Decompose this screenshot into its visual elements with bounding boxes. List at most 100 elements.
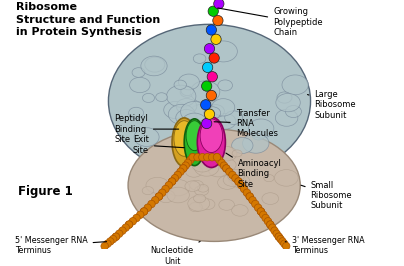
Circle shape: [232, 174, 239, 182]
Text: Peptidyl
Binding
Site: Peptidyl Binding Site: [114, 114, 179, 144]
Ellipse shape: [207, 105, 224, 118]
Circle shape: [246, 193, 253, 200]
Ellipse shape: [200, 199, 215, 210]
Circle shape: [211, 34, 221, 44]
Ellipse shape: [208, 164, 227, 177]
Circle shape: [112, 233, 120, 240]
Ellipse shape: [276, 109, 298, 126]
Ellipse shape: [142, 186, 154, 195]
Ellipse shape: [223, 174, 241, 186]
Circle shape: [189, 153, 196, 161]
Ellipse shape: [188, 196, 210, 211]
Circle shape: [133, 214, 140, 222]
Ellipse shape: [282, 75, 308, 95]
Circle shape: [273, 230, 280, 238]
Ellipse shape: [192, 145, 211, 157]
Circle shape: [144, 204, 152, 211]
Circle shape: [206, 25, 217, 35]
Circle shape: [208, 6, 219, 16]
Circle shape: [140, 208, 148, 215]
Ellipse shape: [204, 107, 221, 119]
Circle shape: [214, 0, 224, 9]
Ellipse shape: [209, 41, 238, 62]
Ellipse shape: [190, 104, 214, 122]
Text: Small
Ribosome
Subunit: Small Ribosome Subunit: [301, 181, 352, 210]
Circle shape: [252, 200, 259, 208]
Circle shape: [165, 181, 173, 189]
Circle shape: [257, 208, 265, 215]
Circle shape: [240, 185, 248, 193]
Circle shape: [204, 44, 215, 54]
Ellipse shape: [219, 199, 234, 210]
Circle shape: [277, 235, 284, 243]
Ellipse shape: [176, 110, 197, 126]
Ellipse shape: [145, 57, 165, 72]
Ellipse shape: [197, 118, 222, 138]
Circle shape: [264, 218, 272, 225]
Text: Ribosome
Structure and Function
in Protein Synthesis: Ribosome Structure and Function in Prote…: [16, 2, 160, 38]
Text: Large
Ribosome
Subunit: Large Ribosome Subunit: [307, 90, 356, 120]
Circle shape: [104, 240, 111, 247]
Circle shape: [194, 153, 201, 161]
Circle shape: [155, 193, 163, 200]
Ellipse shape: [181, 86, 194, 95]
Ellipse shape: [192, 157, 213, 172]
Circle shape: [223, 165, 230, 172]
Circle shape: [209, 53, 219, 63]
Ellipse shape: [186, 121, 203, 151]
Ellipse shape: [215, 113, 236, 129]
Ellipse shape: [157, 190, 175, 203]
Ellipse shape: [200, 119, 223, 152]
Ellipse shape: [174, 121, 194, 156]
Ellipse shape: [231, 175, 250, 188]
Circle shape: [225, 168, 233, 176]
Ellipse shape: [216, 147, 237, 161]
Ellipse shape: [189, 180, 204, 190]
Circle shape: [202, 62, 213, 73]
Ellipse shape: [184, 119, 205, 166]
Circle shape: [216, 156, 223, 164]
Ellipse shape: [243, 134, 269, 153]
Circle shape: [281, 240, 288, 247]
Circle shape: [125, 221, 133, 228]
Circle shape: [218, 159, 225, 167]
Circle shape: [207, 72, 217, 82]
Ellipse shape: [172, 118, 196, 167]
Circle shape: [162, 185, 169, 193]
Ellipse shape: [174, 80, 187, 89]
Circle shape: [107, 238, 114, 245]
Ellipse shape: [190, 81, 220, 103]
Circle shape: [206, 90, 217, 101]
Circle shape: [171, 174, 179, 182]
Circle shape: [179, 165, 187, 172]
Circle shape: [119, 227, 126, 234]
Circle shape: [140, 208, 148, 215]
Ellipse shape: [185, 181, 200, 192]
Ellipse shape: [264, 174, 274, 182]
Circle shape: [174, 171, 181, 179]
Circle shape: [235, 178, 242, 185]
Circle shape: [122, 224, 129, 231]
Text: Growing
Polypeptide
Chain: Growing Polypeptide Chain: [218, 7, 323, 37]
Circle shape: [255, 204, 262, 211]
Circle shape: [275, 233, 282, 240]
Ellipse shape: [228, 173, 245, 185]
Ellipse shape: [194, 194, 206, 203]
Ellipse shape: [168, 104, 195, 124]
Ellipse shape: [252, 131, 265, 140]
Ellipse shape: [262, 193, 279, 205]
Ellipse shape: [166, 85, 196, 107]
Circle shape: [148, 200, 155, 208]
Ellipse shape: [212, 99, 235, 116]
Ellipse shape: [218, 80, 232, 91]
Circle shape: [269, 224, 276, 231]
Text: 3' Messenger RNA
Terminus: 3' Messenger RNA Terminus: [285, 236, 364, 255]
Circle shape: [168, 178, 176, 185]
Circle shape: [109, 235, 117, 243]
Circle shape: [249, 197, 256, 204]
Circle shape: [202, 118, 212, 129]
Circle shape: [155, 193, 163, 200]
Circle shape: [152, 197, 159, 204]
Ellipse shape: [198, 185, 208, 192]
Circle shape: [267, 221, 274, 228]
